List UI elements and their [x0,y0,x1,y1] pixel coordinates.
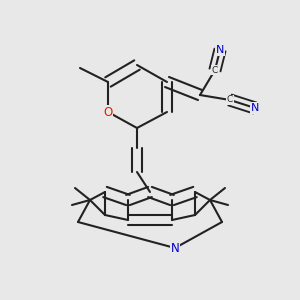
Text: C: C [227,95,233,104]
Text: O: O [103,106,112,118]
Text: N: N [171,242,179,254]
Text: C: C [212,65,218,74]
Text: N: N [216,45,224,55]
Text: N: N [251,103,259,113]
